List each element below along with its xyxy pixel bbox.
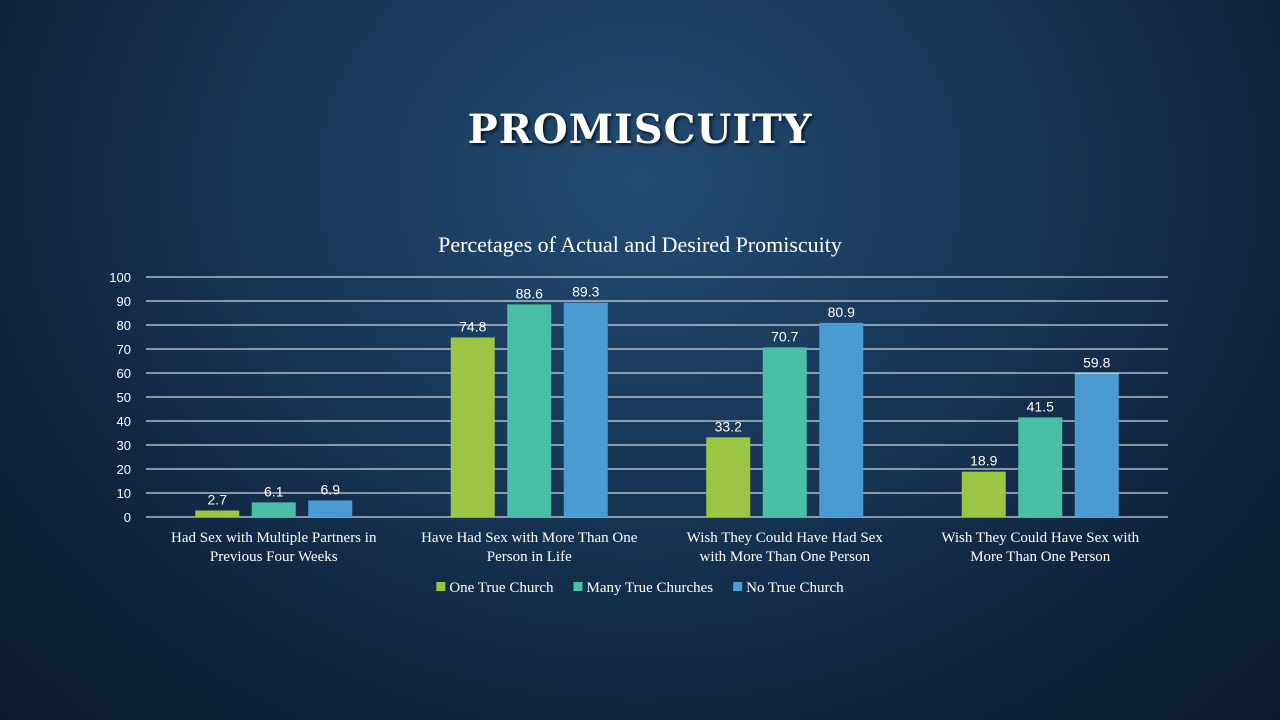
y-tick-label: 90 [117, 294, 131, 309]
bar [450, 337, 495, 517]
data-label: 33.2 [715, 418, 742, 434]
data-label: 74.8 [459, 318, 486, 334]
data-label: 89.3 [572, 284, 599, 300]
bar [1074, 373, 1119, 517]
bar [706, 437, 751, 517]
y-tick-label: 0 [124, 510, 131, 525]
gridlines [146, 276, 1168, 518]
legend-label: Many True Churches [586, 580, 713, 596]
data-label: 88.6 [516, 285, 543, 301]
category-label: Person in Life [487, 549, 572, 565]
y-tick-label: 20 [117, 462, 131, 477]
y-tick-label: 50 [117, 390, 131, 405]
bar [251, 502, 296, 517]
bar [1018, 417, 1063, 517]
data-label: 6.9 [321, 481, 341, 497]
bar [762, 347, 807, 517]
bar [308, 500, 353, 517]
bar [819, 322, 864, 517]
legend-label: No True Church [746, 580, 844, 596]
data-label: 59.8 [1083, 354, 1110, 370]
y-tick-label: 70 [117, 342, 131, 357]
category-label: with More Than One Person [699, 549, 870, 565]
legend-swatch [733, 582, 743, 591]
data-labels: 2.7 6.1 6.9 74.8 88.6 89.3 33.2 70.7 80.9 18.9 41.… [208, 284, 1111, 508]
category-label: Wish They Could Have Had Sex [687, 530, 884, 546]
bar [563, 302, 608, 517]
data-label: 70.7 [771, 328, 798, 344]
legend-label: One True Church [449, 580, 554, 596]
category-label: Wish They Could Have Sex with [941, 530, 1139, 546]
y-tick-label: 10 [117, 486, 131, 501]
legend-swatch [573, 582, 583, 591]
y-tick-label: 30 [117, 438, 131, 453]
data-label: 6.1 [264, 483, 284, 499]
data-label: 2.7 [208, 492, 228, 508]
slide-title: PROMISCUITY [467, 106, 813, 153]
bar [961, 471, 1006, 517]
data-label: 80.9 [828, 304, 855, 320]
chart-title: Percetages of Actual and Desired Promisc… [438, 232, 842, 257]
legend-swatch [436, 582, 446, 591]
bar [195, 510, 240, 517]
y-tick-label: 80 [117, 318, 131, 333]
category-label: Had Sex with Multiple Partners in [171, 530, 377, 546]
y-axis: 0 10 20 30 40 50 60 70 80 90 100 [109, 270, 131, 525]
x-axis: Had Sex with Multiple Partners in Previou… [171, 530, 1140, 565]
bars [195, 302, 1119, 517]
y-tick-label: 40 [117, 414, 131, 429]
data-label: 41.5 [1027, 398, 1054, 414]
bar [507, 304, 552, 517]
category-label: More Than One Person [970, 549, 1111, 565]
y-tick-label: 60 [117, 366, 131, 381]
data-label: 18.9 [970, 453, 997, 469]
legend: One True Church Many True Churches No True… [436, 580, 844, 596]
y-tick-label: 100 [109, 270, 131, 285]
category-label: Have Had Sex with More Than One [421, 530, 638, 546]
category-label: Previous Four Weeks [210, 549, 338, 565]
